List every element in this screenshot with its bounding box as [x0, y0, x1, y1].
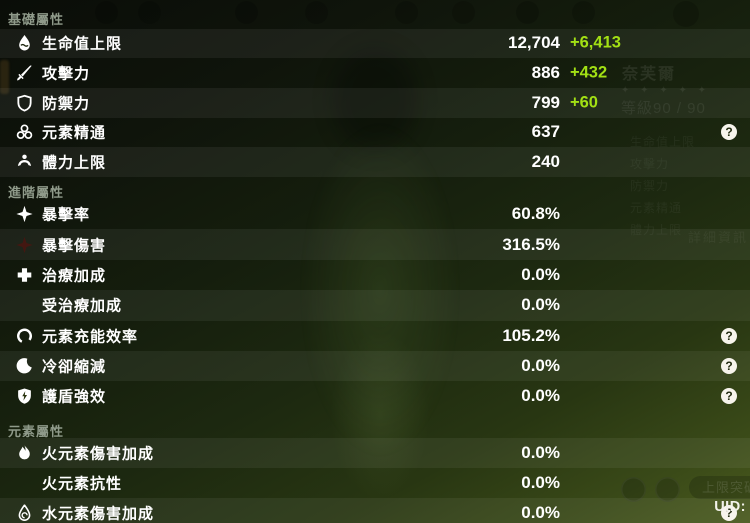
stat-value: 0.0%	[521, 264, 560, 284]
stat-value: 637	[531, 122, 560, 142]
stat-bonus: +432	[570, 63, 608, 82]
stat-section: 元素屬性火元素傷害加成 0.0% 火元素抗性 0.0% 水元素傷害加成 0.0%?	[0, 412, 750, 523]
stat-bonus: +60	[570, 93, 598, 112]
stat-row: 暴擊率 60.8%	[0, 199, 750, 229]
stat-value: 0.0%	[521, 356, 560, 376]
stat-row: 火元素傷害加成 0.0%	[0, 437, 750, 468]
stat-label: 治療加成	[42, 267, 107, 285]
stat-value: 60.8%	[511, 204, 560, 224]
stat-label: 火元素傷害加成	[42, 445, 155, 463]
stat-label: 受治療加成	[42, 297, 123, 315]
stat-label: 護盾強效	[42, 388, 107, 406]
stat-value: 0.0%	[521, 502, 560, 522]
section-title: 基礎屬性	[8, 12, 65, 27]
def-icon	[16, 94, 33, 112]
stat-row: 元素精通 637?	[0, 118, 750, 148]
stat-label: 攻擊力	[42, 65, 91, 83]
stat-bonus: +6,413	[570, 33, 621, 52]
cooldown-reduction-icon	[16, 358, 33, 375]
hydro-dmg-icon	[16, 504, 33, 521]
stat-label: 防禦力	[42, 95, 91, 113]
stat-row: 元素充能效率 105.2%?	[0, 321, 750, 351]
section-title: 進階屬性	[8, 184, 65, 200]
stat-value: 799	[531, 92, 560, 112]
stat-row: 護盾強效 0.0%?	[0, 381, 750, 411]
help-icon[interactable]: ?	[721, 504, 737, 521]
stat-section: 進階屬性暴擊率 60.8% 暴擊傷害 316.5% 治療加成 0.0% 受治療加成 0.0% 元…	[0, 177, 750, 412]
help-icon[interactable]: ?	[721, 327, 737, 344]
stat-label: 火元素抗性	[42, 475, 123, 493]
stat-row: 防禦力 799 +60	[0, 87, 750, 118]
stat-value: 105.2%	[502, 325, 560, 345]
stat-label: 冷卻縮減	[42, 358, 107, 376]
stat-row: 體力上限 240	[0, 147, 750, 177]
stat-row: 冷卻縮減 0.0%?	[0, 350, 750, 382]
stat-row: 火元素抗性 0.0%	[0, 468, 750, 498]
section-title: 元素屬性	[8, 423, 65, 439]
stat-row: 生命值上限 12,704 +6,413	[0, 28, 750, 59]
healing-bonus-icon	[16, 266, 33, 283]
stat-row: 暴擊傷害 316.5%	[0, 229, 750, 260]
crit-rate-icon	[16, 206, 33, 223]
stat-value: 886	[531, 63, 560, 83]
help-icon[interactable]: ?	[721, 124, 737, 141]
help-icon[interactable]: ?	[721, 358, 737, 375]
shield-strength-icon	[16, 388, 33, 405]
hp-icon	[16, 35, 33, 52]
stat-value: 12,704	[508, 33, 560, 53]
stat-value: 0.0%	[521, 295, 560, 315]
uid-label: UID:	[714, 499, 746, 515]
stat-value: 316.5%	[502, 234, 560, 254]
stat-label: 暴擊傷害	[42, 237, 107, 255]
elemental-mastery-icon	[16, 124, 33, 141]
stat-row: 治療加成 0.0%	[0, 260, 750, 290]
stat-section: 基礎屬性生命值上限 12,704 +6,413 攻擊力 886 +432 防禦力 799 +60…	[0, 0, 750, 177]
help-icon[interactable]: ?	[721, 388, 737, 405]
stat-label: 元素充能效率	[42, 328, 139, 346]
stamina-icon	[16, 154, 33, 171]
stat-label: 元素精通	[42, 124, 107, 142]
stat-row: 受治療加成 0.0%	[0, 290, 750, 321]
atk-icon	[16, 65, 33, 82]
stat-value: 0.0%	[521, 472, 560, 492]
stat-label: 生命值上限	[42, 35, 123, 53]
stat-value: 0.0%	[521, 386, 560, 406]
stat-row: 水元素傷害加成 0.0%?	[0, 497, 750, 523]
stat-value: 240	[531, 152, 560, 172]
crit-dmg-icon	[16, 236, 33, 253]
stat-label: 暴擊率	[42, 206, 91, 224]
stat-row: 攻擊力 886 +432	[0, 58, 750, 88]
stat-value: 0.0%	[521, 442, 560, 462]
stat-label: 體力上限	[42, 154, 107, 172]
pyro-dmg-icon	[16, 444, 33, 461]
stat-label: 水元素傷害加成	[42, 505, 155, 523]
energy-recharge-icon	[16, 327, 33, 344]
